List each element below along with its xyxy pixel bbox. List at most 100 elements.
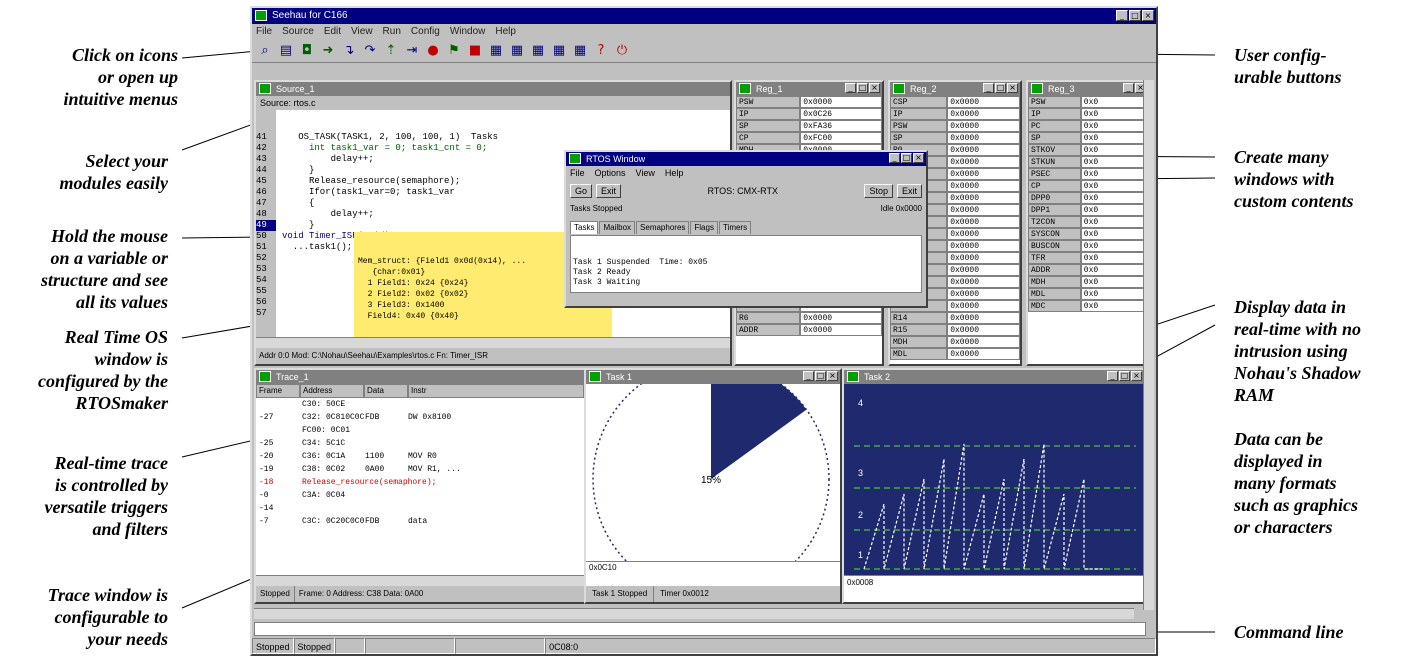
reset-icon[interactable]: ◘ (301, 43, 313, 58)
stop-icon[interactable]: ■ (468, 43, 482, 58)
main-hscrollbar[interactable] (254, 608, 1134, 619)
trace-col-frame[interactable]: Frame (256, 384, 300, 398)
trace-row[interactable]: -7 C3C: 0C20C0C0 FDB data (256, 515, 584, 528)
register-value[interactable]: 0x0 (1080, 192, 1148, 204)
menu-run[interactable]: Run (382, 26, 401, 37)
register-value[interactable]: 0x0000 (947, 300, 1020, 312)
register-row[interactable]: SYSCON 0x0 (1028, 228, 1148, 240)
rtos-window-titlebar[interactable]: RTOS Window _ □ × (566, 152, 926, 166)
register-value[interactable]: 0x0000 (947, 156, 1020, 168)
trace-row[interactable]: -25 C34: 5C1C (256, 437, 584, 450)
reg2-minimize-icon[interactable]: _ (983, 83, 994, 93)
register-value[interactable]: 0x0000 (947, 240, 1020, 252)
register-row[interactable]: IP 0x0C26 (736, 108, 882, 120)
register-value[interactable]: 0x0000 (947, 288, 1020, 300)
register-value[interactable]: 0x0 (1080, 108, 1148, 120)
trace-row[interactable]: -0 C3A: 0C04 (256, 489, 584, 502)
source-code[interactable]: OS_TASK(TASK1, 2, 100, 100, 1) Tasks int… (282, 132, 499, 252)
register-value[interactable]: 0x0000 (947, 324, 1020, 336)
register-value[interactable]: 0x0 (1080, 132, 1148, 144)
help-icon[interactable]: ? (597, 43, 605, 58)
rtos-tab-flags[interactable]: Flags (690, 221, 718, 234)
register-value[interactable]: 0x0 (1080, 120, 1148, 132)
menu-config[interactable]: Config (410, 26, 440, 37)
register-row[interactable]: PSEC 0x0 (1028, 168, 1148, 180)
trace-row[interactable]: FC00: 0C01 (256, 424, 584, 437)
pie-minimize-icon[interactable]: _ (803, 371, 814, 381)
trace-col-address[interactable]: Address (300, 384, 364, 398)
register-row[interactable]: PSW 0x0 (1028, 96, 1148, 108)
register-value[interactable]: 0x0 (1080, 96, 1148, 108)
register-value[interactable]: 0x0000 (947, 252, 1020, 264)
register-value[interactable]: 0x0000 (947, 216, 1020, 228)
register-value[interactable]: 0x0 (1080, 300, 1148, 312)
app-titlebar[interactable]: Seehau for C166 _ □ × (252, 8, 1156, 24)
register-value[interactable]: 0x0 (1080, 228, 1148, 240)
rtos-exit-button-right[interactable]: Exit (896, 184, 922, 198)
register-row[interactable]: MDH 0x0 (1028, 276, 1148, 288)
register-row[interactable]: R15 0x0000 (890, 324, 1020, 336)
source-module-selector[interactable]: Source: rtos.c (256, 96, 730, 110)
register-row[interactable]: ADDR 0x0 (1028, 264, 1148, 276)
close-icon[interactable]: × (1142, 10, 1154, 21)
register-row[interactable]: CP 0xFC00 (736, 132, 882, 144)
pie-close-icon[interactable]: × (827, 371, 838, 381)
register-value[interactable]: 0x0 (1080, 288, 1148, 300)
reg1-minimize-icon[interactable]: _ (845, 83, 856, 93)
trace-row[interactable]: -20 C36: 0C1A 1100 MOV R0 (256, 450, 584, 463)
register-value[interactable]: 0x0000 (800, 312, 882, 324)
register-value[interactable]: 0x0 (1080, 240, 1148, 252)
register-row[interactable]: T2CON 0x0 (1028, 216, 1148, 228)
watch-icon[interactable]: ⚑ (448, 43, 460, 58)
graph-close-icon[interactable]: × (1131, 371, 1142, 381)
register-row[interactable]: SP 0x0000 (890, 132, 1020, 144)
reg2-close-icon[interactable]: × (1007, 83, 1018, 93)
user-button-3-icon[interactable]: ▦ (531, 43, 545, 58)
go-icon[interactable]: ➜ (322, 43, 334, 58)
register-value[interactable]: 0x0 (1080, 216, 1148, 228)
trace-col-instr[interactable]: Instr (408, 384, 584, 398)
rtos-go-button[interactable]: Go (570, 184, 593, 198)
rtos-tab-timers[interactable]: Timers (718, 221, 752, 234)
rtos-close-icon[interactable]: × (913, 153, 924, 163)
step-into-icon[interactable]: ↴ (343, 43, 355, 58)
trace-row[interactable]: C30: 50CE (256, 398, 584, 411)
graph-input[interactable]: 0x0008 (844, 575, 1144, 590)
trace-row[interactable]: -19 C38: 0C02 0A00 MOV R1, ... (256, 463, 584, 476)
register-row[interactable]: STKUN 0x0 (1028, 156, 1148, 168)
register-row[interactable]: DPP0 0x0 (1028, 192, 1148, 204)
register-row[interactable]: SP 0xFA36 (736, 120, 882, 132)
register-value[interactable]: 0x0000 (947, 132, 1020, 144)
command-line-input[interactable] (254, 622, 1146, 636)
register-value[interactable]: 0x0 (1080, 144, 1148, 156)
load-icon[interactable]: ▤ (279, 43, 293, 58)
menu-view[interactable]: View (351, 26, 373, 37)
rtos-menu-view[interactable]: View (635, 168, 655, 178)
register-value[interactable]: 0x0000 (947, 264, 1020, 276)
trace-col-data[interactable]: Data (364, 384, 408, 398)
rtos-tab-semaphores[interactable]: Semaphores (636, 221, 690, 234)
graph-minimize-icon[interactable]: _ (1107, 371, 1118, 381)
register-row[interactable]: SP 0x0 (1028, 132, 1148, 144)
register-value[interactable]: 0x0000 (947, 312, 1020, 324)
register-value[interactable]: 0x0 (1080, 156, 1148, 168)
register-value[interactable]: 0x0C26 (800, 108, 882, 120)
register-value[interactable]: 0x0000 (947, 144, 1020, 156)
source-hscrollbar[interactable] (256, 337, 730, 348)
register-row[interactable]: CP 0x0 (1028, 180, 1148, 192)
reg1-close-icon[interactable]: × (869, 83, 880, 93)
register-row[interactable]: STKOV 0x0 (1028, 144, 1148, 156)
step-over-icon[interactable]: ↷ (364, 43, 376, 58)
register-value[interactable]: 0x0000 (947, 204, 1020, 216)
register-value[interactable]: 0x0 (1080, 276, 1148, 288)
menu-source[interactable]: Source (282, 26, 314, 37)
register-row[interactable]: PSW 0x0000 (890, 120, 1020, 132)
main-vscrollbar[interactable] (1143, 80, 1154, 610)
reg3-minimize-icon[interactable]: _ (1123, 83, 1134, 93)
rtos-stop-button[interactable]: Stop (864, 184, 893, 198)
register-value[interactable]: 0xFC00 (800, 132, 882, 144)
rtos-menu-options[interactable]: Options (594, 168, 626, 178)
rtos-exit-button-left[interactable]: Exit (596, 184, 622, 198)
